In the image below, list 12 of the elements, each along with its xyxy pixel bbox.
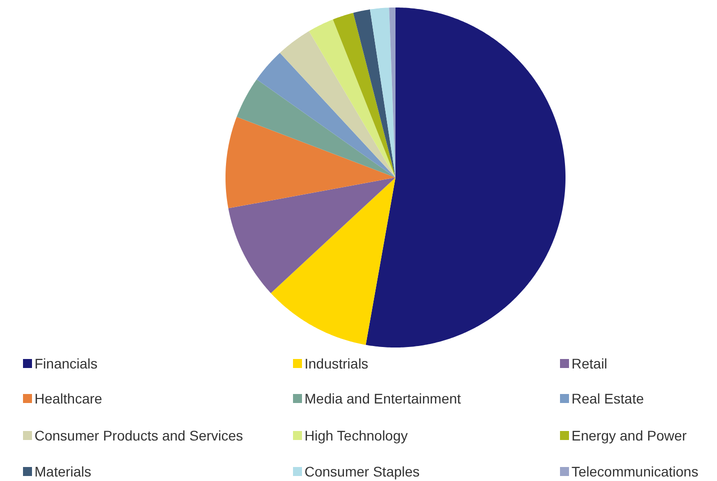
legend-label: Industrials: [304, 356, 368, 372]
legend-label: Financials: [34, 356, 98, 372]
legend-label: Consumer Products and Services: [34, 428, 244, 444]
legend-label: Media and Entertainment: [304, 390, 462, 406]
legend-label: Healthcare: [34, 390, 102, 406]
legend-label: Energy and Power: [572, 428, 688, 444]
legend-label: Retail: [572, 356, 608, 372]
legend-label: Materials: [34, 464, 92, 480]
legend-label: Telecommunications: [572, 464, 698, 480]
legend-label: Real Estate: [572, 390, 644, 406]
legend-label: High Technology: [304, 428, 408, 444]
legend-label: Consumer Staples: [304, 464, 420, 480]
